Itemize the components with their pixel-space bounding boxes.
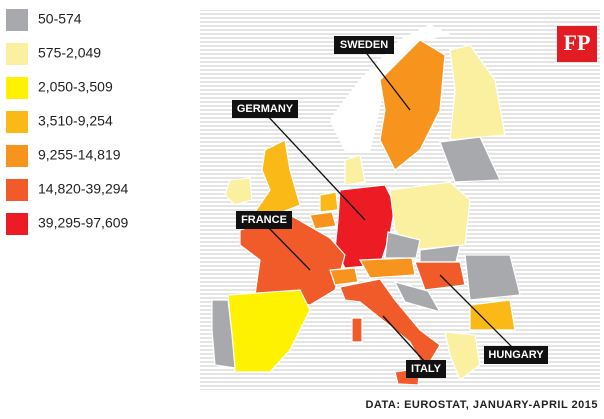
legend-label: 9,255-14,819 [38, 147, 121, 163]
callout-label: HUNGARY [488, 349, 544, 361]
callout-box [484, 346, 548, 364]
legend-swatch [6, 179, 28, 201]
legend-label: 2,050-3,509 [38, 79, 113, 95]
leader-line [363, 49, 411, 111]
countries [211, 24, 521, 386]
switzerland [329, 267, 359, 286]
austria [359, 257, 416, 279]
logo-box [557, 26, 597, 62]
leader-line [382, 315, 426, 363]
legend-swatch [6, 43, 28, 65]
callout-box [334, 36, 394, 54]
hungary [414, 261, 466, 291]
legend-label: 50-574 [38, 11, 82, 27]
source: DATA: EUROSTAT, JANUARY-APRIL 2015 [365, 399, 598, 411]
netherlands [319, 191, 339, 213]
legend-swatch [6, 77, 28, 99]
legend-label: 14,820-39,294 [38, 181, 129, 197]
logo: FP [564, 30, 591, 55]
legend-swatch [6, 9, 28, 31]
baltics [439, 136, 501, 183]
portugal [211, 299, 236, 369]
callout-box [236, 211, 292, 229]
legend-label: 575-2,049 [38, 45, 101, 61]
belgium [309, 211, 337, 230]
legend: 50-574 575-2,049 2,050-3,509 3,510-9,254 9,2… [6, 9, 129, 235]
legend-label: 39,295-97,609 [38, 215, 129, 231]
callout-box [406, 360, 446, 378]
greece [444, 331, 481, 381]
bulgaria [469, 299, 516, 331]
sardinia [351, 317, 363, 343]
legend-swatch [6, 145, 28, 167]
callout-label: SWEDEN [340, 39, 388, 51]
ireland [224, 177, 253, 206]
poland [389, 181, 471, 251]
callout-label: ITALY [411, 363, 442, 375]
france [239, 214, 346, 306]
sweden [379, 39, 446, 171]
romania [464, 254, 521, 301]
leader-line [262, 221, 311, 271]
legend-swatch [6, 111, 28, 133]
croatia [393, 281, 442, 313]
czechia [384, 231, 421, 259]
callout-label: GERMANY [237, 103, 294, 115]
callouts: SWEDEN GERMANY FRANCE ITALY HUNGARY [232, 36, 548, 378]
callout-box [232, 100, 298, 118]
finland [449, 44, 506, 141]
callout-label: FRANCE [241, 214, 287, 226]
leader-line [439, 274, 516, 351]
legend-swatch [6, 213, 28, 235]
denmark [344, 154, 366, 186]
leader-line [263, 111, 366, 221]
legend-label: 3,510-9,254 [38, 113, 113, 129]
